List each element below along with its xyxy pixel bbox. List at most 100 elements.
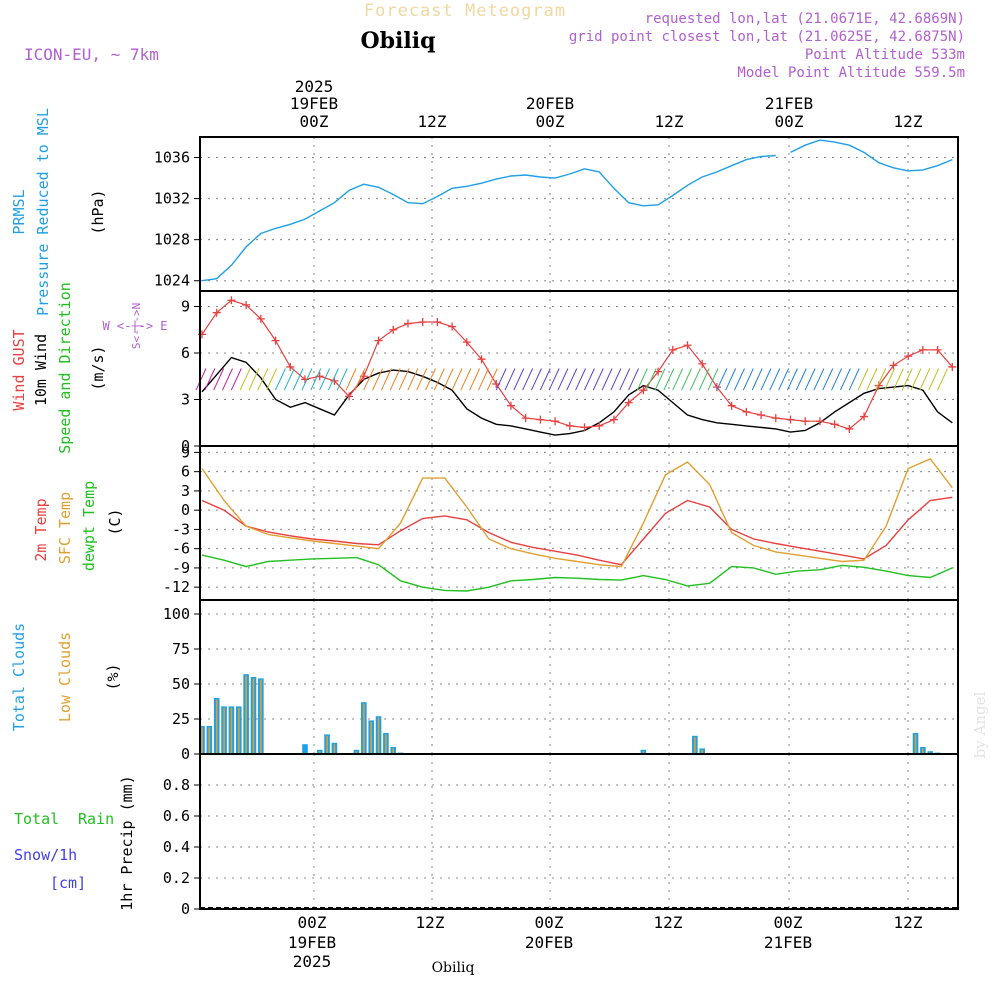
panel0-ylabel-0: 1024 xyxy=(154,272,190,290)
panel1-ylabel-1: 3 xyxy=(181,391,190,409)
pressure-unit: (hPa) xyxy=(89,189,107,234)
panel0-ylabel-1: 1028 xyxy=(154,231,190,249)
wind-dir-barb xyxy=(619,368,631,391)
wind-dir-barb xyxy=(407,368,419,391)
panel-frame-3 xyxy=(199,599,959,755)
gust-marker xyxy=(521,414,530,423)
panel4-ylabel-0: 0 xyxy=(181,900,190,918)
low-cloud-bar xyxy=(245,675,247,754)
panel4-ylabel-4: 0.8 xyxy=(163,776,190,794)
wind-dir-barb xyxy=(310,368,322,391)
panel4-ylabel-1: 0.2 xyxy=(163,869,190,887)
gust-marker xyxy=(815,417,824,426)
gust-marker xyxy=(889,361,898,370)
wind-dir-barb xyxy=(548,368,560,391)
wind-dir-barb xyxy=(266,368,278,391)
gust-marker xyxy=(727,401,736,410)
wind-dir-barb xyxy=(557,368,569,391)
wind-dir-barb xyxy=(372,368,384,391)
gridpoint-coords: grid point closest lon,lat (21.0625E, 42… xyxy=(569,29,965,45)
wind-dir-barb xyxy=(336,368,348,391)
sfc-label: SFC Temp xyxy=(56,492,74,564)
panels-layer: 10241028103210360369-12-9-6-303690255075… xyxy=(154,136,959,918)
gust-marker xyxy=(212,308,221,317)
gust-marker xyxy=(300,375,309,384)
wind10-label: 10m Wind xyxy=(32,334,50,406)
panel2-ylabel-3: -3 xyxy=(172,520,190,538)
gust-marker xyxy=(462,338,471,347)
top-date-1: 19FEB xyxy=(290,94,338,113)
panel-frame-2 xyxy=(199,445,959,601)
wind-dir-barb xyxy=(416,368,428,391)
gust-marker xyxy=(448,322,457,331)
gust-marker xyxy=(271,336,280,345)
wind-dir-barb xyxy=(672,368,684,391)
wind-dir-barb xyxy=(769,368,781,391)
gust-marker xyxy=(418,318,427,326)
low-cloud-bar xyxy=(333,744,336,754)
low-cloud-bar xyxy=(385,734,387,754)
wind-dir-barb xyxy=(645,368,657,391)
wind-dir-barb xyxy=(892,368,904,391)
wind-dir-barb xyxy=(222,368,233,391)
wind-dir-barb xyxy=(442,368,454,391)
wind-dir-barb xyxy=(354,368,366,391)
gust-marker xyxy=(801,417,810,426)
gust-label: Wind GUST xyxy=(10,329,28,410)
credit-label: by Angel xyxy=(971,691,989,758)
location-title: Obiliq xyxy=(360,28,435,54)
gust-marker xyxy=(506,401,515,410)
low-cloud-bar xyxy=(215,699,218,754)
panel1-ylabel-0: 0 xyxy=(181,437,190,455)
wind-dir-barb xyxy=(707,368,719,391)
dewpt-label: dewpt Temp xyxy=(80,481,98,571)
wind-dir-barb xyxy=(204,368,216,391)
wind-unit: (m/s) xyxy=(89,345,107,390)
wind-dir-barb xyxy=(389,368,401,391)
wind-dir-barb xyxy=(530,368,542,391)
panel3-ylabel-1: 25 xyxy=(172,710,190,728)
gust-marker xyxy=(565,421,574,430)
wind-dir-barb xyxy=(398,368,410,391)
temp-line-2 xyxy=(201,554,953,592)
wind-dir-barb xyxy=(575,368,587,391)
wind-dir-barb xyxy=(319,368,331,391)
wind-dir-barb xyxy=(451,368,463,391)
low-cloud-bar xyxy=(201,727,203,754)
low-cloud-bar xyxy=(260,679,262,754)
low-cloud-bar xyxy=(326,735,328,754)
speed-dir-label: Speed and Direction xyxy=(56,282,74,454)
panel3-ylabel-2: 50 xyxy=(172,675,190,693)
panel2-ylabel-6: 6 xyxy=(181,463,190,481)
requested-coords: requested lon,lat (21.0671E, 42.6869N) xyxy=(645,11,965,27)
wind-dir-barb xyxy=(742,368,754,391)
point-altitude: Point Altitude 533m xyxy=(805,47,965,63)
top-hour-6: 12Z xyxy=(894,112,923,131)
wind-dir-barb xyxy=(725,368,737,391)
gust-marker xyxy=(345,392,354,401)
wind-dir-barb xyxy=(760,368,772,391)
bottom-hour-2: 12Z xyxy=(416,913,445,932)
low-cloud-bar xyxy=(370,721,372,754)
wind-dir-barb xyxy=(831,368,843,391)
bottom-hour-4: 12Z xyxy=(654,913,683,932)
wind-dir-barb xyxy=(654,368,666,391)
low-cloud-bar xyxy=(237,707,240,754)
low-cloud-bar xyxy=(223,707,225,754)
wind-dir-barb xyxy=(433,368,445,391)
low-cloud-bar xyxy=(363,703,365,754)
panel2-ylabel-0: -12 xyxy=(163,578,190,596)
gust-marker xyxy=(433,318,442,326)
wind-dir-barb xyxy=(592,368,604,391)
bottom-hour-3: 00Z xyxy=(535,913,564,932)
product-title: Forecast Meteogram xyxy=(364,1,566,21)
wind-dir-barb xyxy=(213,368,225,391)
wind-dir-barb xyxy=(663,368,675,391)
pressure-label-1: PRMSL xyxy=(10,189,28,234)
gust-marker xyxy=(933,345,942,354)
panel4-ylabel-3: 0.6 xyxy=(163,807,190,825)
top-year: 2025 xyxy=(295,77,334,96)
bottom-date-1: 19FEB xyxy=(288,933,336,952)
wind-dir-barb xyxy=(636,368,648,391)
